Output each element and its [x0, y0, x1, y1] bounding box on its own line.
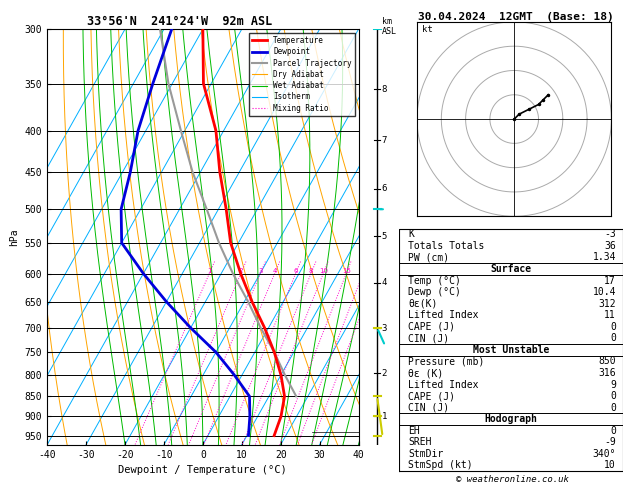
Text: 2: 2 — [238, 267, 243, 274]
Text: Lifted Index: Lifted Index — [408, 310, 479, 320]
Y-axis label: hPa: hPa — [9, 228, 19, 246]
Text: 10: 10 — [319, 267, 328, 274]
Text: 0: 0 — [610, 426, 616, 436]
Text: 5: 5 — [381, 232, 387, 241]
Text: 10: 10 — [604, 460, 616, 470]
Text: 0: 0 — [610, 333, 616, 344]
Text: -3: -3 — [604, 229, 616, 240]
Text: 9: 9 — [610, 380, 616, 390]
Text: 8: 8 — [381, 85, 387, 94]
Text: 340°: 340° — [593, 449, 616, 459]
Text: CAPE (J): CAPE (J) — [408, 322, 455, 332]
Text: 10.4: 10.4 — [593, 287, 616, 297]
Text: Hodograph: Hodograph — [484, 414, 538, 424]
Text: Totals Totals: Totals Totals — [408, 241, 485, 251]
Text: 316: 316 — [598, 368, 616, 378]
Text: 1.34: 1.34 — [593, 253, 616, 262]
Text: Dewp (°C): Dewp (°C) — [408, 287, 461, 297]
Text: 15: 15 — [342, 267, 350, 274]
Text: K: K — [408, 229, 415, 240]
Text: 1: 1 — [207, 267, 211, 274]
Text: 0: 0 — [610, 403, 616, 413]
Text: km
ASL: km ASL — [382, 17, 398, 36]
Text: StmSpd (kt): StmSpd (kt) — [408, 460, 473, 470]
Text: 0: 0 — [610, 391, 616, 401]
Text: Surface: Surface — [491, 264, 532, 274]
Legend: Temperature, Dewpoint, Parcel Trajectory, Dry Adiabat, Wet Adiabat, Isotherm, Mi: Temperature, Dewpoint, Parcel Trajectory… — [248, 33, 355, 116]
Text: 4: 4 — [381, 278, 387, 287]
Text: 4: 4 — [272, 267, 277, 274]
Text: 0: 0 — [610, 322, 616, 332]
Text: 6: 6 — [381, 184, 387, 193]
Text: StmDir: StmDir — [408, 449, 443, 459]
Text: CIN (J): CIN (J) — [408, 403, 450, 413]
Text: 1: 1 — [381, 412, 387, 421]
Text: 30.04.2024  12GMT  (Base: 18): 30.04.2024 12GMT (Base: 18) — [418, 12, 614, 22]
Text: EH: EH — [408, 426, 420, 436]
Text: Temp (°C): Temp (°C) — [408, 276, 461, 286]
Text: 3: 3 — [381, 324, 387, 333]
Text: θε (K): θε (K) — [408, 368, 443, 378]
Text: SREH: SREH — [408, 437, 432, 447]
Text: 8: 8 — [309, 267, 313, 274]
Text: Most Unstable: Most Unstable — [473, 345, 549, 355]
Text: 17: 17 — [604, 276, 616, 286]
Text: 7: 7 — [381, 136, 387, 145]
Text: θε(K): θε(K) — [408, 299, 438, 309]
Text: 36: 36 — [604, 241, 616, 251]
Text: -9: -9 — [604, 437, 616, 447]
Text: © weatheronline.co.uk: © weatheronline.co.uk — [456, 474, 569, 484]
Text: 2: 2 — [381, 369, 387, 378]
Text: 3: 3 — [258, 267, 262, 274]
Text: Pressure (mb): Pressure (mb) — [408, 356, 485, 366]
X-axis label: Dewpoint / Temperature (°C): Dewpoint / Temperature (°C) — [118, 465, 287, 475]
Text: kt: kt — [422, 25, 433, 34]
Text: 11: 11 — [604, 310, 616, 320]
Text: CAPE (J): CAPE (J) — [408, 391, 455, 401]
Text: PW (cm): PW (cm) — [408, 253, 450, 262]
Text: 850: 850 — [598, 356, 616, 366]
Text: 33°56'N  241°24'W  92m ASL: 33°56'N 241°24'W 92m ASL — [87, 15, 272, 28]
Text: Lifted Index: Lifted Index — [408, 380, 479, 390]
Text: 312: 312 — [598, 299, 616, 309]
Text: CIN (J): CIN (J) — [408, 333, 450, 344]
Text: 6: 6 — [293, 267, 298, 274]
